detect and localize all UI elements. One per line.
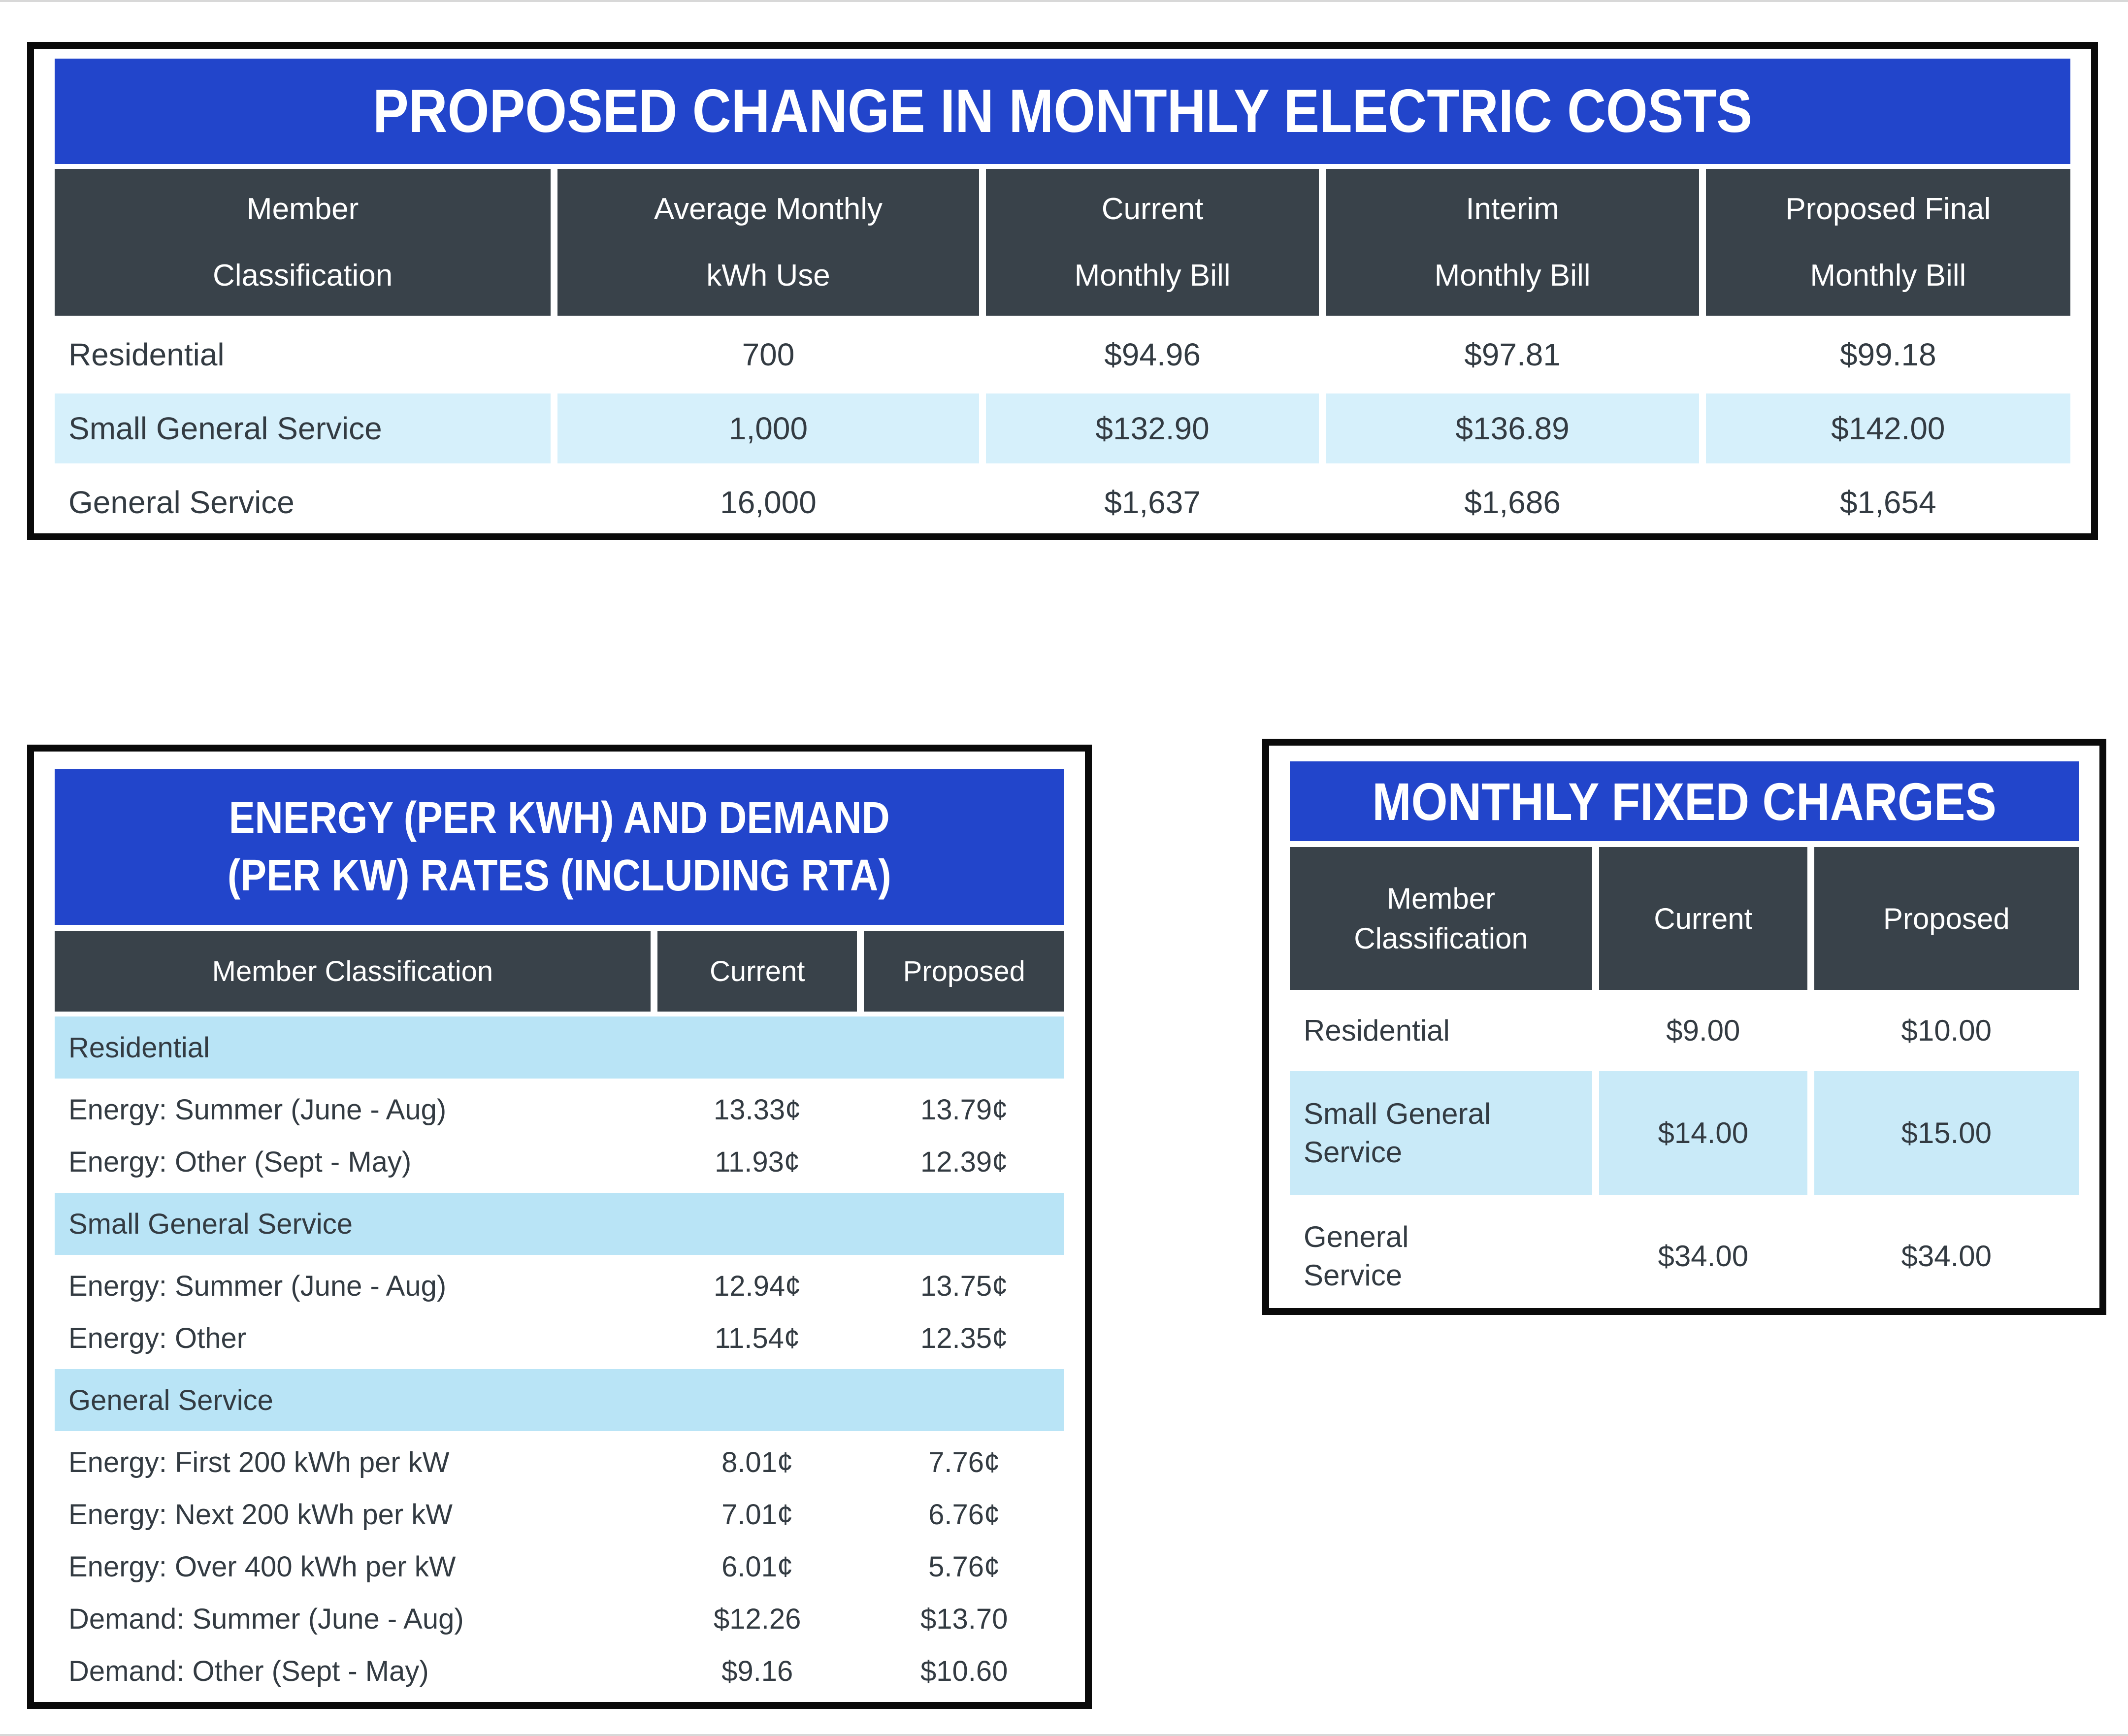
column-header-current-monthly-bill: Current Monthly Bill	[985, 169, 1319, 316]
column-header-member-classification: Member Classification	[55, 931, 651, 1012]
table-row-energy-over-400: Energy: Over 400 kWh per kW 6.01¢ 5.76¢	[55, 1540, 1064, 1593]
table-title-line2: (PER KW) RATES (INCLUDING RTA)	[228, 851, 891, 900]
cell-proposed-rate: 7.76¢	[864, 1436, 1064, 1488]
table-row-energy-other: Energy: Other 11.54¢ 12.35¢	[55, 1312, 1064, 1364]
cell-interim-bill: $136.89	[1326, 393, 1699, 463]
table-row-demand-summer: Demand: Summer (June - Aug) $12.26 $13.7…	[55, 1593, 1064, 1645]
column-header-proposed: Proposed	[1814, 847, 2079, 990]
column-header-current: Current	[1599, 847, 1807, 990]
cell-proposed-rate: 5.76¢	[864, 1540, 1064, 1593]
cell-proposed-rate: 13.79¢	[864, 1083, 1064, 1136]
cell-proposed-rate: 12.35¢	[864, 1312, 1064, 1364]
column-header-proposed-final-monthly-bill: Proposed Final Monthly Bill	[1705, 169, 2070, 316]
cell-rate-label: Energy: Next 200 kWh per kW	[55, 1488, 651, 1540]
table-row-small-general-service: Small General Service $14.00 $15.00	[1290, 1071, 2079, 1195]
cell-current-rate: 8.01¢	[657, 1436, 857, 1488]
table-row-residential: Residential 700 $94.96 $97.81 $99.18	[55, 320, 2070, 390]
cell-kwh: 700	[742, 337, 795, 372]
table-row-general-service: General Service 16,000 $1,637 $1,686 $1,…	[55, 467, 2070, 537]
proposed-change-table: PROPOSED CHANGE IN MONTHLY ELECTRIC COST…	[27, 42, 2098, 540]
cell-classification: Residential	[1304, 1014, 1450, 1047]
cell-rate-label: Energy: Other (Sept - May)	[55, 1136, 651, 1188]
cell-current-rate: 7.01¢	[657, 1488, 857, 1540]
cell-proposed-rate: 13.75¢	[864, 1260, 1064, 1312]
fixed-charges-title-bar: MONTHLY FIXED CHARGES	[1290, 761, 2079, 841]
column-header-current: Current	[657, 931, 857, 1012]
column-header-interim-monthly-bill: Interim Monthly Bill	[1326, 169, 1699, 316]
cell-proposed-bill: $142.00	[1705, 393, 2070, 463]
cell-rate-label: Energy: Over 400 kWh per kW	[55, 1540, 651, 1593]
table-title: PROPOSED CHANGE IN MONTHLY ELECTRIC COST…	[372, 77, 1753, 145]
cell-rate-label: Energy: First 200 kWh per kW	[55, 1436, 651, 1488]
cell-proposed-rate: 12.39¢	[864, 1136, 1064, 1188]
table-row-residential: Residential $9.00 $10.00	[1290, 995, 2079, 1066]
cell-current-rate: 11.93¢	[657, 1136, 857, 1188]
cell-current-rate: 13.33¢	[657, 1083, 857, 1136]
section-row-small-general-service: Small General Service	[55, 1193, 1064, 1255]
column-header-member-classification: Member Classification	[55, 169, 551, 316]
table-row-energy-summer: Energy: Summer (June - Aug) 12.94¢ 13.75…	[55, 1260, 1064, 1312]
table-row-energy-summer: Energy: Summer (June - Aug) 13.33¢ 13.79…	[55, 1083, 1064, 1136]
cell-kwh: 16,000	[720, 485, 817, 520]
cell-current-rate: 6.01¢	[657, 1540, 857, 1593]
cell-current-rate: 11.54¢	[657, 1312, 857, 1364]
cell-current-bill: $1,637	[1104, 485, 1201, 520]
cell-rate-label: Energy: Other	[55, 1312, 651, 1364]
energy-rates-header-row: Member Classification Current Proposed	[55, 931, 1064, 1012]
monthly-fixed-charges-table: MONTHLY FIXED CHARGES Member Classificat…	[1262, 739, 2106, 1315]
table-row-energy-other: Energy: Other (Sept - May) 11.93¢ 12.39¢	[55, 1136, 1064, 1188]
table-row-energy-first-200: Energy: First 200 kWh per kW 8.01¢ 7.76¢	[55, 1436, 1064, 1488]
energy-demand-rates-table: ENERGY (PER KWH) AND DEMAND (PER KW) RAT…	[27, 745, 1092, 1709]
cell-rate-label: Energy: Summer (June - Aug)	[55, 1260, 651, 1312]
page-top-border	[0, 0, 2128, 2]
cell-classification: General Service	[1304, 1220, 1409, 1292]
proposed-change-header-row: Member Classification Average Monthly kW…	[55, 169, 2070, 316]
cell-current-bill: $94.96	[1104, 337, 1201, 372]
column-header-member-classification: Member Classification	[1290, 847, 1593, 990]
table-row-small-general-service: Small General Service 1,000 $132.90 $136…	[55, 393, 2070, 463]
cell-proposed-charge: $15.00	[1814, 1071, 2079, 1195]
cell-kwh: 1,000	[557, 393, 979, 463]
cell-current-charge: $34.00	[1658, 1240, 1749, 1273]
cell-current-rate: $9.16	[657, 1645, 857, 1697]
cell-proposed-rate: $13.70	[864, 1593, 1064, 1645]
table-title: MONTHLY FIXED CHARGES	[1372, 771, 1997, 831]
proposed-change-title-bar: PROPOSED CHANGE IN MONTHLY ELECTRIC COST…	[55, 59, 2070, 164]
cell-rate-label: Demand: Summer (June - Aug)	[55, 1593, 651, 1645]
column-header-proposed: Proposed	[864, 931, 1064, 1012]
page-bottom-border	[0, 1734, 2128, 1736]
energy-rates-title-bar: ENERGY (PER KWH) AND DEMAND (PER KW) RAT…	[55, 769, 1064, 925]
cell-classification: Small General Service	[55, 393, 551, 463]
table-row-energy-next-200: Energy: Next 200 kWh per kW 7.01¢ 6.76¢	[55, 1488, 1064, 1540]
cell-current-rate: 12.94¢	[657, 1260, 857, 1312]
cell-current-charge: $14.00	[1599, 1071, 1807, 1195]
cell-classification: Small General Service	[1290, 1071, 1593, 1195]
cell-current-bill: $132.90	[985, 393, 1319, 463]
table-title-line1: ENERGY (PER KWH) AND DEMAND	[229, 793, 890, 843]
cell-interim-bill: $97.81	[1464, 337, 1561, 372]
column-header-average-monthly-kwh-use: Average Monthly kWh Use	[557, 169, 979, 316]
cell-proposed-bill: $99.18	[1839, 337, 1936, 372]
table-row-general-service: General Service $34.00 $34.00	[1290, 1200, 2079, 1312]
cell-interim-bill: $1,686	[1464, 485, 1561, 520]
cell-proposed-bill: $1,654	[1839, 485, 1936, 520]
table-row-demand-other: Demand: Other (Sept - May) $9.16 $10.60	[55, 1645, 1064, 1697]
section-row-residential: Residential	[55, 1016, 1064, 1079]
cell-classification: General Service	[68, 485, 295, 520]
cell-current-charge: $9.00	[1666, 1014, 1740, 1047]
cell-proposed-rate: $10.60	[864, 1645, 1064, 1697]
cell-rate-label: Energy: Summer (June - Aug)	[55, 1083, 651, 1136]
cell-proposed-rate: 6.76¢	[864, 1488, 1064, 1540]
cell-rate-label: Demand: Other (Sept - May)	[55, 1645, 651, 1697]
section-row-general-service: General Service	[55, 1369, 1064, 1431]
cell-current-rate: $12.26	[657, 1593, 857, 1645]
cell-classification: Residential	[68, 337, 225, 372]
cell-proposed-charge: $34.00	[1901, 1240, 1992, 1273]
cell-proposed-charge: $10.00	[1901, 1014, 1992, 1047]
fixed-charges-header-row: Member Classification Current Proposed	[1290, 847, 2079, 990]
